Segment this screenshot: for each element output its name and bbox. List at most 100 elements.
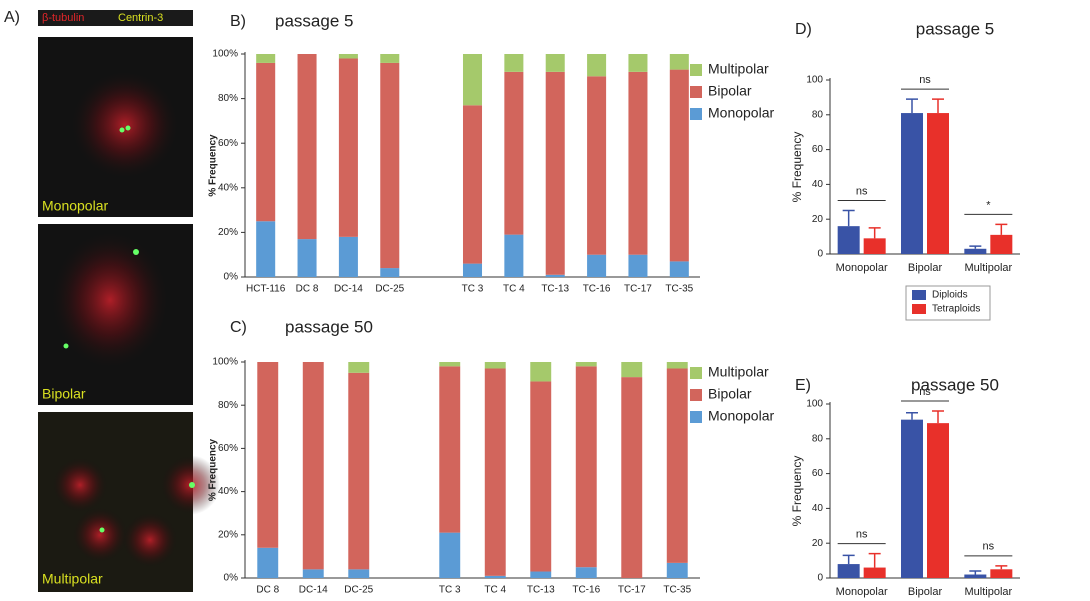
y-tick-label: 0% [224,573,239,584]
bar-segment [504,72,523,235]
cell-glow [52,457,108,513]
x-tick-label: TC-16 [572,585,600,596]
y-tick-label: 60 [812,468,824,479]
x-tick-label: TC-16 [583,284,611,295]
error-bar [995,566,1007,569]
centriole [133,249,139,255]
y-tick-label: 20 [812,538,824,549]
image-label: Monopolar [42,198,108,214]
y-tick-label: 100% [212,357,238,368]
bar-segment [439,362,460,366]
bar-segment [463,105,482,263]
bar-segment [628,54,647,72]
legend-swatch [690,64,702,76]
bar-segment [628,72,647,255]
bar-segment [667,362,688,368]
error-bar [869,228,881,238]
x-tick-label: TC-13 [541,284,569,295]
x-tick-label: Bipolar [908,586,943,598]
y-tick-label: 40% [218,182,238,193]
error-bar [995,224,1007,234]
annotation: ns [856,185,868,197]
bar-segment [670,70,689,262]
annotation: * [986,199,991,211]
legend-label: Multipolar [708,61,769,77]
bar [990,569,1012,578]
x-tick-label: DC-25 [375,284,404,295]
x-tick-label: TC 3 [462,284,484,295]
chart-title: passage 50 [285,317,373,336]
x-tick-label: DC-25 [344,585,373,596]
bar-segment [380,268,399,277]
bar-segment [257,362,278,548]
annotation: ns [983,541,995,553]
legend-swatch [912,290,926,300]
bar-segment [298,54,317,239]
x-tick-label: HCT-116 [246,284,286,295]
bar [838,564,860,578]
legend-swatch [690,367,702,379]
bar-segment [530,381,551,571]
x-tick-label: DC 8 [256,585,279,596]
error-bar [906,99,918,113]
y-tick-label: 0% [224,272,239,283]
bar-segment [504,54,523,72]
y-tick-label: 100 [806,75,823,86]
bar-segment [380,63,399,268]
error-bar [843,211,855,227]
x-tick-label: DC-14 [334,284,363,295]
bar-segment [546,72,565,275]
x-tick-label: DC-14 [299,585,328,596]
bar [927,423,949,578]
x-tick-label: Bipolar [908,262,943,274]
bar-segment [667,368,688,562]
legend-swatch [690,108,702,120]
x-tick-label: TC-35 [663,585,691,596]
x-tick-label: TC-35 [665,284,693,295]
x-tick-label: TC-13 [527,585,555,596]
y-tick-label: 100% [212,49,238,60]
panel-label: B) [230,13,246,30]
centriole [189,482,195,488]
bar [990,235,1012,254]
annotation: ns [919,74,931,86]
y-tick-label: 20 [812,214,824,225]
y-tick-label: 60 [812,144,824,155]
cell-glow [72,507,128,563]
annotation: ns [856,529,868,541]
bar-segment [339,58,358,236]
bar-segment [667,563,688,578]
bar [927,113,949,254]
stain-label: Centrin-3 [118,12,163,24]
image-label: Multipolar [42,571,103,587]
bar-segment [348,569,369,578]
bar-segment [621,362,642,377]
panel-a: A) β-tubulin Centrin-3 Monopolar Bipolar… [4,9,220,592]
x-tick-label: Multipolar [964,262,1012,274]
bar-segment [485,362,506,368]
bar-segment [587,76,606,254]
centriole [120,128,125,133]
bar [901,420,923,578]
bar-segment [380,54,399,63]
cell-glow [122,512,178,568]
y-tick-label: 60% [218,443,238,454]
x-tick-label: TC-17 [624,284,652,295]
legend-label: Bipolar [708,386,752,402]
bar-segment [303,362,324,569]
bar-segment [485,368,506,575]
x-tick-label: Multipolar [964,586,1012,598]
bar-segment [439,366,460,532]
legend-label: Tetraploids [932,304,980,315]
bar [964,249,986,254]
bar-segment [348,362,369,373]
y-tick-label: 80 [812,433,824,444]
bar [964,575,986,578]
legend-swatch [912,304,926,314]
stain-label: β-tubulin [42,12,84,24]
panel-label: A) [4,9,20,26]
bar-segment [546,54,565,72]
panel-label: D) [795,21,812,38]
centriole [100,528,105,533]
annotation: ns [919,386,931,398]
